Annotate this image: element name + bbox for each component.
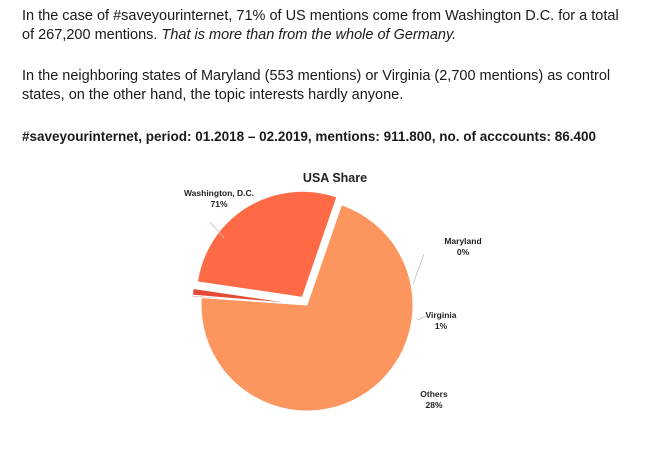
pie-slices	[191, 190, 414, 412]
intro-text: In the case of #saveyourinternet, 71% of…	[22, 8, 619, 43]
leader-line-washington-d-c	[209, 221, 225, 239]
slice-label-virginia: Virginia	[425, 310, 456, 320]
slice-label-washington-d-c: Washington, D.C.	[184, 188, 254, 198]
slice-percent-virginia: 1%	[435, 321, 448, 331]
slice-percent-maryland: 0%	[457, 247, 470, 257]
leader-line-virginia	[416, 315, 428, 321]
chart-heading: #saveyourinternet, period: 01.2018 – 02.…	[22, 129, 597, 144]
pie-slice-virginia	[191, 287, 299, 305]
slice-label-others: Others	[420, 389, 448, 399]
leader-line-maryland	[412, 253, 425, 285]
intro-italic-text: That is more than from the whole of Germ…	[161, 27, 457, 43]
pie-slice-others	[196, 190, 338, 298]
slice-percent-washington-d-c: 71%	[210, 199, 227, 209]
chart-title: USA Share	[303, 171, 367, 185]
intro-paragraph: In the case of #saveyourinternet, 71% of…	[22, 7, 627, 45]
slice-label-maryland: Maryland	[444, 236, 481, 246]
control-states-paragraph: In the neighboring states of Maryland (5…	[22, 68, 611, 103]
slice-percent-others: 28%	[425, 400, 442, 410]
pie-slice-washington-d-c	[200, 204, 414, 412]
